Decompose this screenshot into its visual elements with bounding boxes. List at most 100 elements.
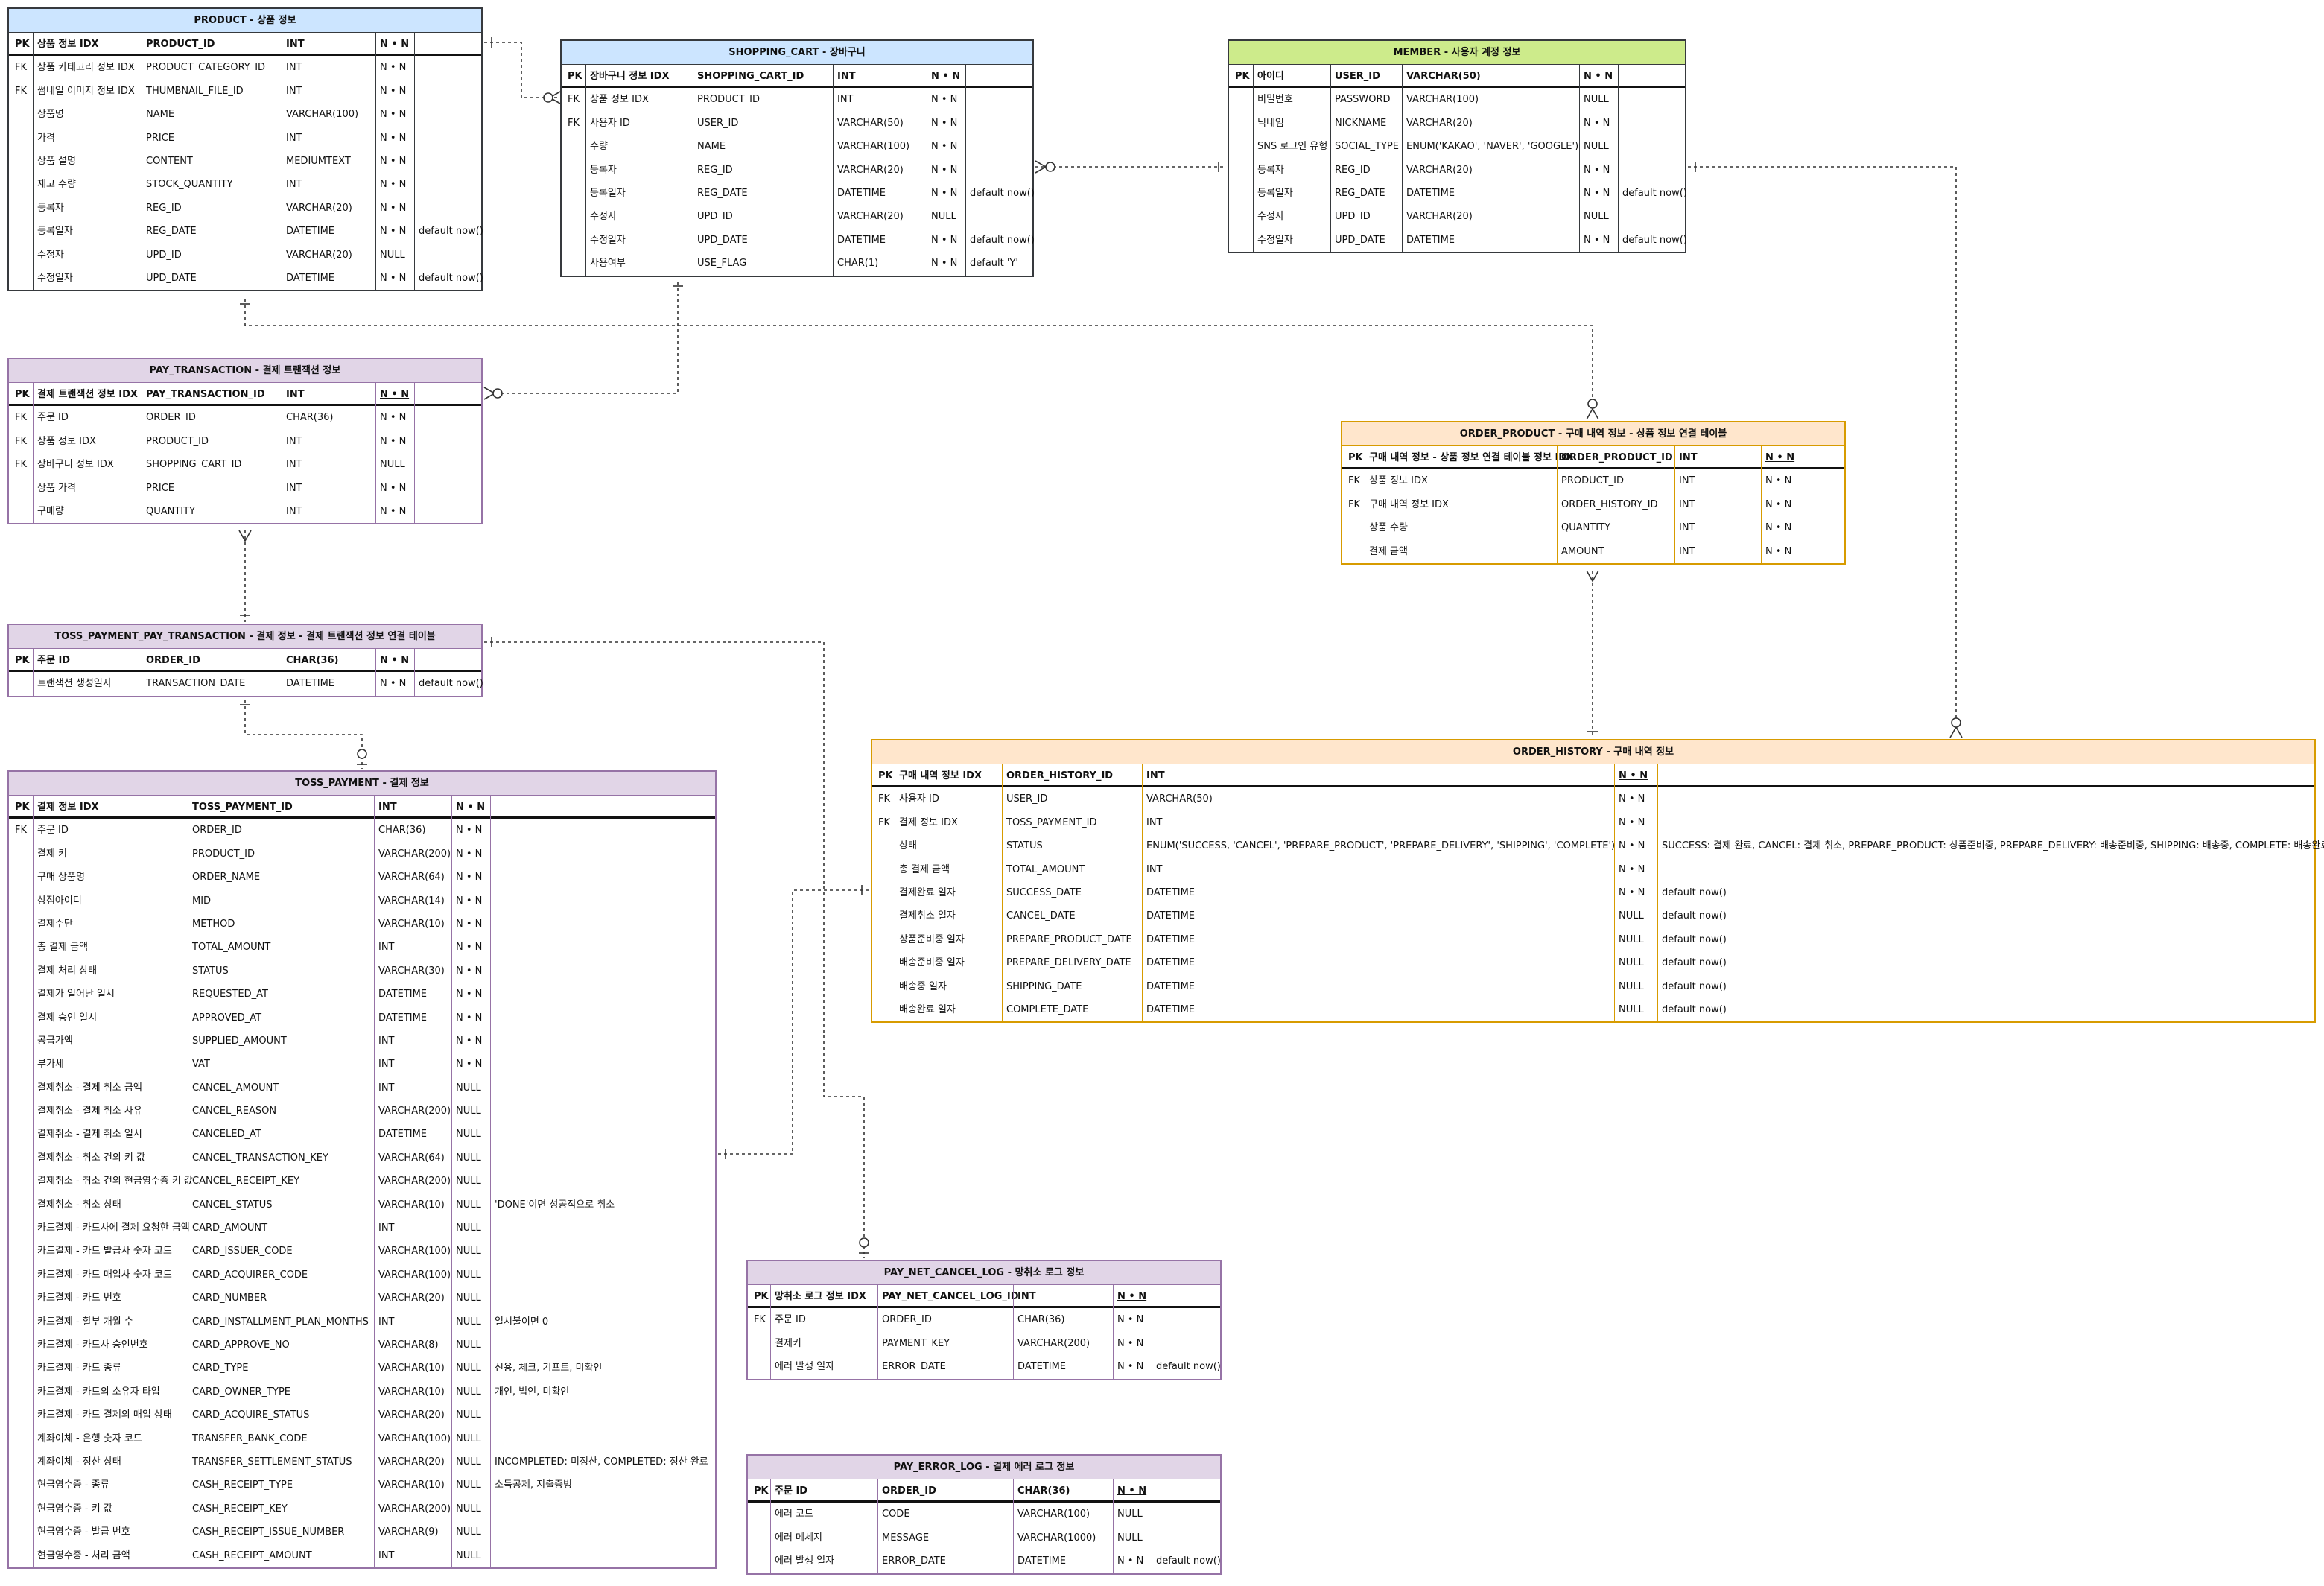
cell-type: VARCHAR(20): [1406, 164, 1473, 176]
table-row: 등록일자 REG_DATE DATETIME N • N default now(): [562, 182, 1035, 205]
column-divider: [877, 1479, 878, 1573]
cell-type: INT: [1017, 1291, 1036, 1302]
cell-null: N • N: [456, 872, 483, 884]
cell-type: VARCHAR(10): [378, 1479, 445, 1491]
table-row: 결제취소 - 결제 취소 금액 CANCEL_AMOUNT INT NULL: [9, 1076, 715, 1100]
cell-null: NULL: [1117, 1509, 1143, 1520]
cell-type: INT: [286, 459, 302, 471]
cell-column: PASSWORD: [1335, 94, 1391, 106]
entity-toss-payment[interactable]: TOSS_PAYMENT - 결제 정보 PK 결제 정보 IDX TOSS_PAYM…: [7, 770, 717, 1570]
column-divider: [490, 796, 491, 1568]
entity-product[interactable]: PRODUCT - 상품 정보 PK 상품 정보 IDX PRODUCT_ID INT N…: [7, 7, 483, 292]
cell-null: NULL: [456, 1363, 481, 1374]
cell-null: N • N: [456, 942, 483, 954]
table-row: 결제수단 METHOD VARCHAR(10) N • N: [9, 913, 715, 936]
table-row: 카드결제 - 할부 개월 수 CARD_INSTALLMENT_PLAN_MONT…: [9, 1310, 715, 1333]
cell-type: VARCHAR(200): [378, 1503, 451, 1514]
cell-null: N • N: [456, 918, 483, 930]
cell-column: MESSAGE: [882, 1532, 930, 1544]
table-row: 수정일자 UPD_DATE DATETIME N • N default now(): [562, 229, 1035, 252]
cell-label: 결제취소 - 취소 건의 키 값: [37, 1152, 145, 1164]
cell-column: REG_DATE: [146, 226, 197, 238]
cell-type: VARCHAR(10): [378, 1363, 445, 1374]
entity-member[interactable]: MEMBER - 사용자 계정 정보 PK 아이디 USER_ID VARCHAR(50…: [1228, 39, 1687, 254]
table-row: 현금영수증 - 키 값 CASH_RECEIPT_KEY VARCHAR(200) N…: [9, 1497, 715, 1520]
entity-order-history[interactable]: ORDER_HISTORY - 구매 내역 정보 PK 구매 내역 정보 IDX OR…: [871, 739, 2324, 1024]
entity-order-product[interactable]: ORDER_PRODUCT - 구매 내역 정보 - 상품 정보 연결 테이블 P…: [1341, 421, 1846, 565]
column-divider: [33, 796, 34, 1568]
cell-column: SOCIAL_TYPE: [1335, 141, 1399, 153]
cell-note: default now(): [970, 187, 1035, 199]
cell-type: VARCHAR(14): [378, 895, 445, 907]
cell-note: default now(): [1662, 910, 1727, 922]
cell-null: N • N: [380, 202, 407, 214]
cell-column: THUMBNAIL_FILE_ID: [146, 85, 244, 97]
cell-type: ENUM('KAKAO', 'NAVER', 'GOOGLE'): [1406, 141, 1579, 153]
table-row: 카드결제 - 카드 발급사 숫자 코드 CARD_ISSUER_CODE VARCH…: [9, 1240, 715, 1263]
cell-column: ORDER_HISTORY_ID: [1006, 770, 1114, 781]
table-row: 카드결제 - 카드의 소유자 타입 CARD_OWNER_TYPE VARCHAR(…: [9, 1380, 715, 1403]
cell-key: PK: [15, 389, 30, 400]
cell-column: USER_ID: [1006, 793, 1048, 805]
cell-column: TRANSFER_BANK_CODE: [192, 1433, 308, 1444]
table-row: 등록자 REG_ID VARCHAR(20) N • N: [562, 159, 1032, 182]
cell-column: TOTAL_AMOUNT: [1006, 863, 1085, 875]
table-row: 구매 상품명 ORDER_NAME VARCHAR(64) N • N: [9, 866, 715, 889]
cell-type: INT: [378, 1316, 395, 1328]
cell-key: FK: [15, 435, 28, 447]
cell-type: INT: [286, 85, 302, 97]
cell-label: 결제 금액: [1369, 545, 1408, 557]
cell-type: DATETIME: [1146, 1003, 1196, 1015]
table-row: 현금영수증 - 종류 CASH_RECEIPT_TYPE VARCHAR(10) NU…: [9, 1474, 715, 1497]
cell-type: VARCHAR(200): [378, 1176, 451, 1187]
column-divider: [585, 65, 586, 276]
entity-shopping-cart[interactable]: SHOPPING_CART - 장바구니 PK 장바구니 정보 IDX SHOPPIN…: [560, 39, 1035, 277]
table-row: 에러 발생 일자 ERROR_DATE DATETIME N • N default n…: [748, 1355, 1221, 1378]
cell-column: STATUS: [192, 965, 229, 977]
entity-title: SHOPPING_CART - 장바구니: [562, 41, 1032, 65]
table-row: 결제취소 - 취소 건의 키 값 CANCEL_TRANSACTION_KEY VA…: [9, 1146, 715, 1170]
entity-toss-payment-pay-transaction[interactable]: TOSS_PAYMENT_PAY_TRANSACTION - 결제 정보 - 결…: [7, 624, 483, 697]
cell-column: PRODUCT_ID: [192, 848, 255, 860]
cell-label: 주문 ID: [37, 825, 69, 837]
cell-type: VARCHAR(1000): [1017, 1532, 1096, 1544]
cell-label: 등록일자: [590, 187, 626, 199]
cell-null: N • N: [456, 895, 483, 907]
cell-column: REQUESTED_AT: [192, 989, 268, 1000]
cell-null: N • N: [931, 141, 958, 153]
cell-label: 현금영수증 - 발급 번호: [37, 1526, 130, 1538]
cell-null: NULL: [456, 1386, 481, 1398]
cell-key: PK: [15, 39, 30, 50]
entity-pay-net-cancel-log[interactable]: PAY_NET_CANCEL_LOG - 망취소 로그 정보 PK 망취소 로그 정…: [746, 1260, 1222, 1380]
cell-type: VARCHAR(20): [378, 1409, 445, 1421]
cell-label: 구매 상품명: [37, 872, 85, 884]
cell-column: CARD_ISSUER_CODE: [192, 1246, 293, 1257]
cell-null: NULL: [456, 1339, 481, 1351]
column-divider: [1618, 65, 1619, 253]
table-row: 카드결제 - 카드 결제의 매입 상태 CARD_ACQUIRE_STATUS VA…: [9, 1403, 715, 1427]
zero-marker: [1045, 162, 1055, 172]
table-row: 에러 발생 일자 ERROR_DATE DATETIME N • N default n…: [748, 1549, 1221, 1573]
table-row: 등록일자 REG_DATE DATETIME N • N default now(): [1229, 182, 1687, 205]
cell-label: 비밀번호: [1257, 94, 1293, 106]
cell-column: CANCEL_AMOUNT: [192, 1082, 279, 1094]
column-divider: [770, 1285, 771, 1379]
cell-label: 가격: [37, 132, 55, 144]
entity-pay-error-log[interactable]: PAY_ERROR_LOG - 결제 에러 로그 정보 PK 주문 ID ORDER_…: [746, 1454, 1222, 1575]
cell-label: 카드결제 - 할부 개월 수: [37, 1316, 133, 1328]
entity-title: TOSS_PAYMENT - 결제 정보: [9, 772, 715, 796]
cell-label: 에러 발생 일자: [775, 1361, 835, 1373]
cell-type: INT: [1679, 522, 1695, 534]
cell-type: VARCHAR(20): [286, 249, 352, 261]
table-row: 에러 메세지 MESSAGE VARCHAR(1000) NULL: [748, 1526, 1220, 1549]
cell-column: ORDER_NAME: [192, 872, 261, 884]
entity-pay-transaction[interactable]: PAY_TRANSACTION - 결제 트랜잭션 정보 PK 결제 트랜잭션 정보…: [7, 358, 483, 525]
column-divider: [33, 383, 34, 524]
cell-column: CASH_RECEIPT_TYPE: [192, 1479, 293, 1491]
cell-type: INT: [1146, 770, 1165, 781]
cell-column: REG_ID: [1335, 164, 1371, 176]
cell-column: PREPARE_PRODUCT_DATE: [1006, 933, 1132, 945]
cell-column: ERROR_DATE: [882, 1555, 946, 1567]
cell-label: 상품준비중 일자: [899, 933, 965, 945]
